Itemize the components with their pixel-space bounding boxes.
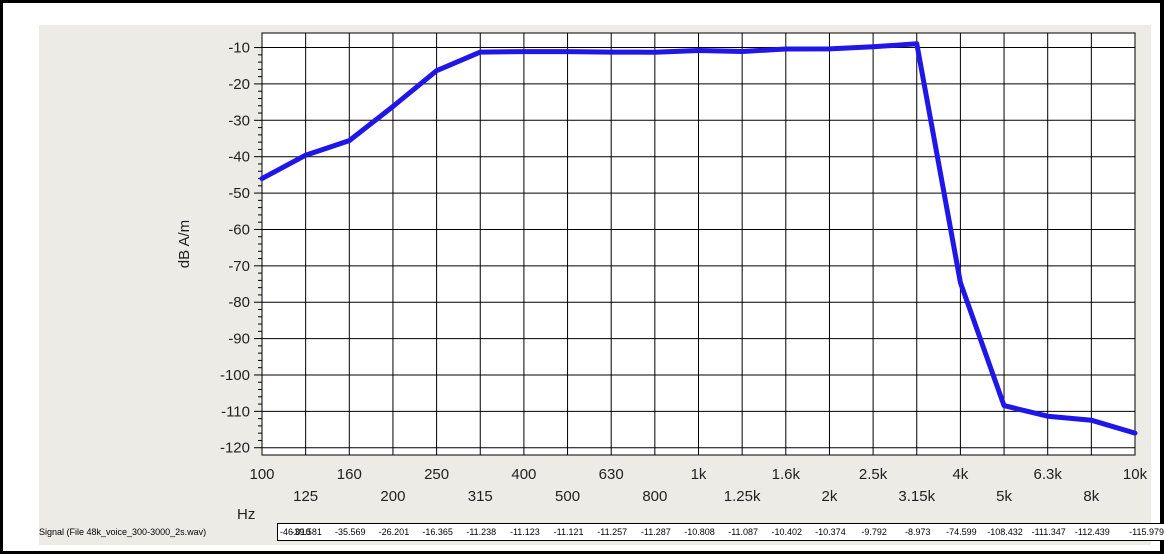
y-axis-label: dB A/m	[176, 220, 193, 268]
signal-value: -74.599	[946, 527, 977, 537]
x-tick-label: 800	[642, 488, 667, 505]
signal-value: -10.808	[684, 527, 715, 537]
signal-value: -112.439	[1074, 527, 1110, 537]
signal-value: -26.201	[378, 527, 410, 537]
signal-value: -115.979	[1129, 527, 1164, 537]
signal-value: -35.569	[335, 527, 366, 537]
y-tick-label: -20	[228, 76, 250, 93]
x-tick-label: 100	[249, 466, 274, 483]
signal-value: -46.010	[280, 527, 311, 537]
x-tick-label: 630	[599, 466, 624, 483]
data-point-125	[303, 153, 308, 158]
y-tick-label: -10	[228, 40, 250, 57]
data-point-800	[652, 50, 657, 55]
x-tick-label: 125	[293, 488, 318, 505]
x-tick-label: 10k	[1123, 466, 1148, 483]
data-point-160	[347, 138, 352, 143]
y-tick-label: -100	[220, 367, 250, 384]
x-tick-label: 315	[468, 488, 493, 505]
y-tick-label: -90	[228, 331, 250, 348]
x-axis-label: Hz	[237, 506, 255, 523]
signal-value: -8.973	[904, 527, 931, 537]
data-point-1.25k	[740, 49, 745, 54]
data-point-200	[390, 104, 395, 109]
signal-label: Signal (File 48k_voice_300-3000_2s.wav)	[39, 527, 207, 537]
grid-horizontal	[262, 47, 1135, 449]
data-point-8k	[1089, 418, 1094, 423]
y-tick-labels: -10 -20 -30 -40 -50 -60 -70 -80 -90 -100 -110 -120	[220, 40, 250, 457]
x-tick-label: 6.3k	[1034, 466, 1063, 483]
data-point-100	[260, 176, 264, 181]
x-tick-label: 250	[424, 466, 449, 483]
x-tick-label: 200	[380, 488, 405, 505]
data-point-315	[478, 50, 483, 55]
signal-value: -10.402	[771, 527, 803, 537]
x-tick-label: 3.15k	[898, 488, 935, 505]
data-point-5k	[1002, 403, 1007, 408]
x-tick-label: 5k	[996, 488, 1012, 505]
signal-value: -11.257	[597, 527, 628, 537]
data-point-3.15k	[914, 41, 919, 46]
x-tick-label: 8k	[1083, 488, 1099, 505]
data-point-500	[565, 49, 570, 54]
signal-value: -9.792	[861, 527, 887, 537]
data-point-2.5k	[871, 44, 876, 49]
data-points	[260, 41, 1137, 436]
data-point-1.6k	[783, 47, 788, 52]
signal-value: -10.374	[815, 527, 846, 537]
signal-value: -11.238	[466, 527, 497, 537]
x-tick-label: 500	[555, 488, 580, 505]
grid-vertical	[261, 33, 1136, 455]
x-tick-label: 1.25k	[724, 488, 761, 505]
data-point-400	[521, 49, 526, 54]
signal-value: -39.581	[291, 527, 322, 537]
data-point-1k	[696, 48, 701, 53]
data-point-10k	[1133, 431, 1137, 436]
signal-value: -111.347	[1031, 527, 1066, 537]
y-tick-label: -70	[228, 258, 250, 275]
y-tick-label: -40	[228, 149, 250, 166]
x-tick-label: 1.6k	[772, 466, 801, 483]
chart-panel: -10 -20 -30 -40 -50 -60 -70 -80 -90 -100 -110 -120 …	[39, 25, 1151, 545]
y-tick-label: -30	[228, 112, 250, 129]
signal-value: -16.365	[422, 527, 453, 537]
signal-value: -11.087	[728, 527, 759, 537]
x-tick-label: 2.5k	[859, 466, 888, 483]
x-tick-label: 160	[337, 466, 362, 483]
signal-value: -11.121	[553, 527, 584, 537]
x-tick-label: 2k	[822, 488, 838, 505]
y-tick-label: -60	[228, 221, 250, 238]
data-point-630	[609, 50, 614, 55]
signal-value: -108.432	[987, 527, 1023, 537]
y-minor-ticks	[254, 47, 262, 449]
y-tick-label: -110	[221, 403, 250, 420]
x-tick-label: 1k	[691, 466, 707, 483]
y-tick-label: -120	[220, 440, 250, 457]
y-tick-label: -80	[228, 294, 250, 311]
data-point-6.3k	[1045, 414, 1050, 419]
frequency-response-chart: -10-20-30-40-50-60-70-80-90-100-110-120 …	[176, 32, 1148, 523]
x-tick-labels: 100 125 160 200 250 315 400 500 630 800 1k 1.25k 1.6…	[249, 466, 1147, 505]
signal-values-box: -46.010 -39.581 -35.569 -26.201 -16.365 -11.2…	[277, 523, 1164, 541]
signal-value: -11.287	[640, 527, 671, 537]
data-point-4k	[958, 280, 963, 285]
y-tick-label: -50	[228, 185, 250, 202]
signal-value: -11.123	[509, 527, 540, 537]
x-tick-label: 400	[511, 466, 536, 483]
data-point-2k	[827, 46, 832, 51]
data-point-250	[434, 68, 439, 73]
x-tick-label: 4k	[952, 466, 968, 483]
